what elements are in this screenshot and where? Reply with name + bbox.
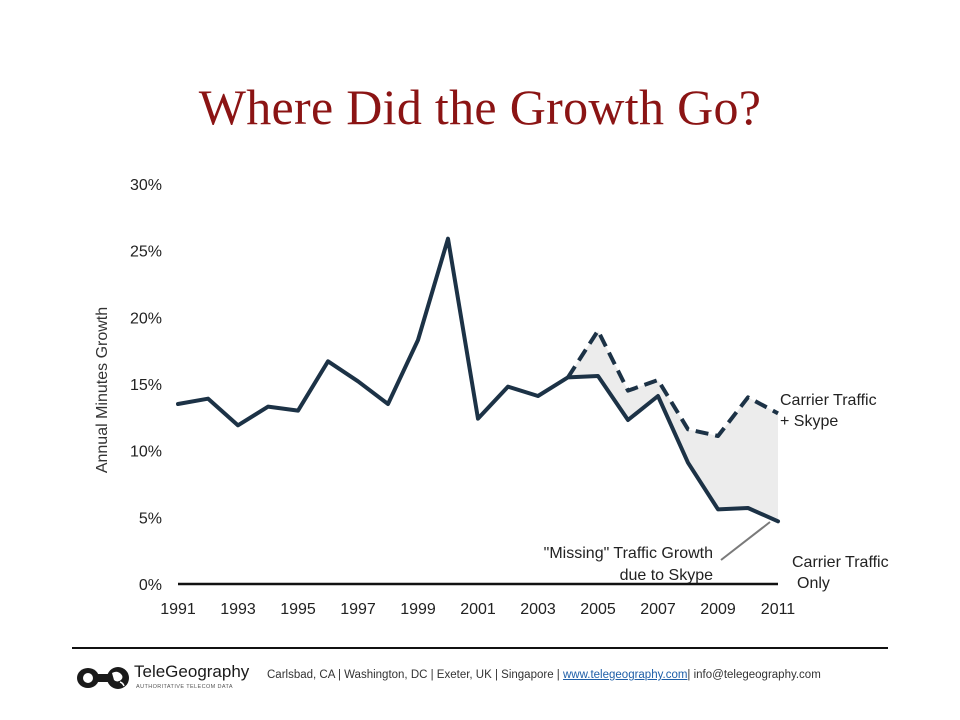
logo-name: TeleGeography: [134, 662, 250, 681]
slide-title: Where Did the Growth Go?: [198, 79, 762, 135]
growth-line-chart: 0% 5% 10% 15% 20% 25% 30% 1991 1993 1995 1997 1999 2…: [94, 177, 889, 618]
telegeography-logo[interactable]: TeleGeography AUTHORITATIVE TELECOM DATA: [76, 660, 250, 700]
y-tick-label: 15%: [130, 377, 162, 394]
x-tick-label: 2005: [580, 601, 616, 618]
y-tick-label: 10%: [130, 444, 162, 461]
x-tick-label: 1999: [400, 601, 436, 618]
series-label-upper-1: Carrier Traffic: [780, 392, 877, 409]
x-tick-label: 1995: [280, 601, 316, 618]
footer-website-link[interactable]: www.telegeography.com: [562, 669, 688, 681]
x-tick-label: 1993: [220, 601, 256, 618]
footer-email: | info@telegeography.com: [687, 669, 821, 681]
series-label-upper-2: + Skype: [780, 413, 838, 430]
footer-divider: [72, 647, 888, 649]
y-tick-label: 5%: [139, 510, 162, 527]
globe-logo-icon: [77, 667, 129, 689]
footer-locations: Carlsbad, CA | Washington, DC | Exeter, …: [267, 669, 560, 681]
missing-growth-pointer: [720, 521, 771, 561]
x-tick-label: 2007: [640, 601, 676, 618]
footer-contact: Carlsbad, CA | Washington, DC | Exeter, …: [267, 669, 821, 681]
y-tick-label: 0%: [139, 577, 162, 594]
x-tick-label: 2001: [460, 601, 496, 618]
x-tick-label: 2011: [761, 601, 796, 618]
logo-tagline: AUTHORITATIVE TELECOM DATA: [136, 684, 233, 690]
x-tick-label: 1991: [160, 601, 196, 618]
x-tick-label: 2003: [520, 601, 556, 618]
series-line-carrier-plus-skype: [566, 328, 779, 438]
missing-growth-label-2: due to Skype: [620, 567, 714, 584]
y-axis-title: Annual Minutes Growth: [94, 307, 111, 473]
y-tick-label: 20%: [130, 310, 162, 327]
y-tick-label: 30%: [130, 177, 162, 194]
x-tick-label: 2009: [700, 601, 736, 618]
series-line-carrier-only: [176, 236, 780, 524]
missing-growth-label-1: "Missing" Traffic Growth: [544, 545, 713, 562]
x-tick-label: 1997: [340, 601, 376, 618]
y-tick-label: 25%: [130, 244, 162, 261]
series-label-lower-2: Only: [797, 575, 830, 592]
series-label-lower-1: Carrier Traffic: [792, 554, 889, 571]
